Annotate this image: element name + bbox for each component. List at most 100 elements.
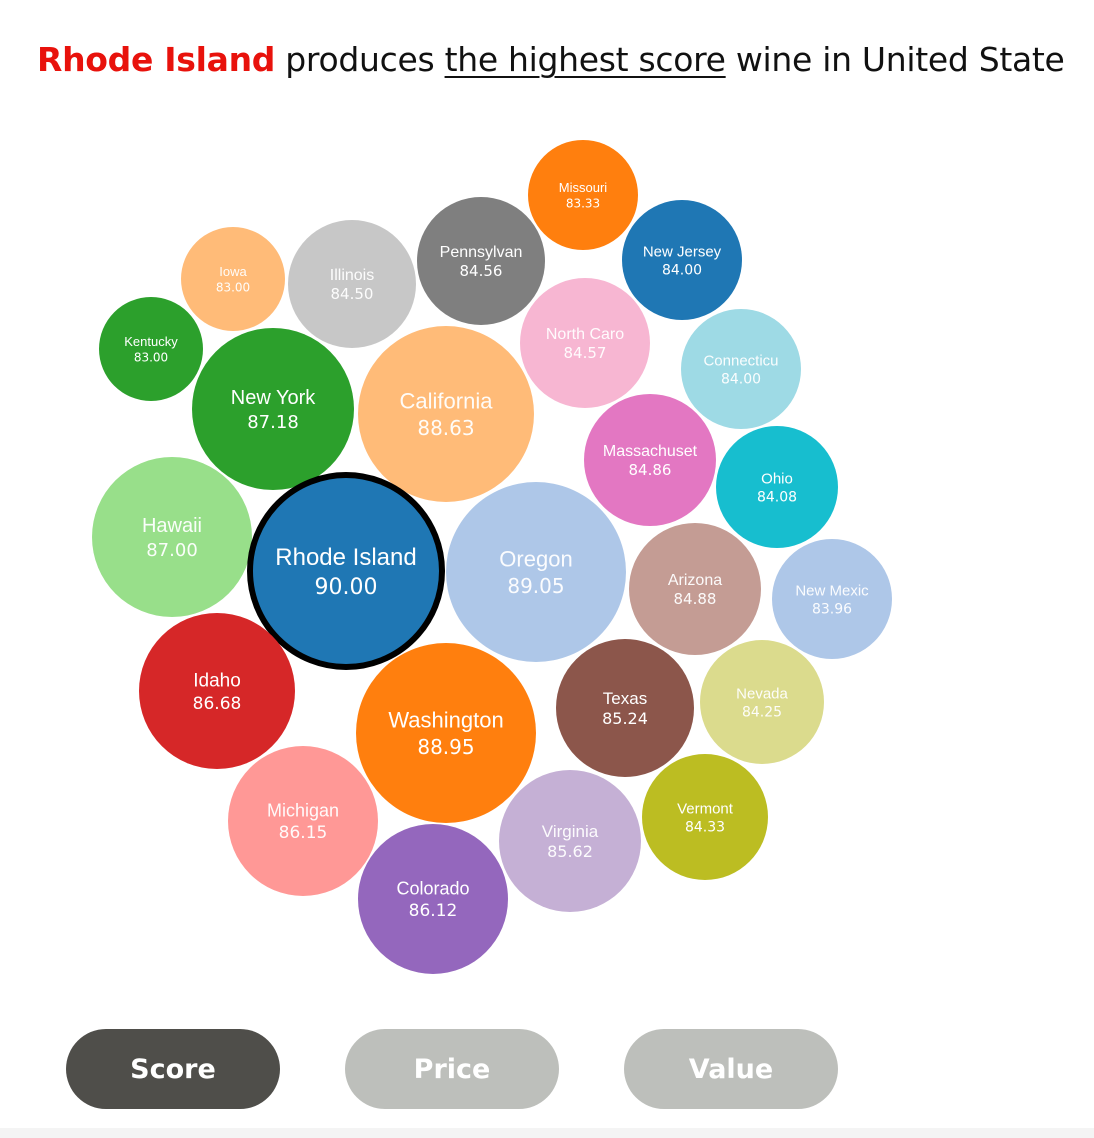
bubble-circle-hawaii — [92, 457, 252, 617]
bubble-label-california: California — [400, 389, 494, 414]
bubble-circle-new-jersey — [622, 200, 742, 320]
bubble-circle-california — [358, 326, 534, 502]
bubble-value-michigan: 86.15 — [279, 823, 328, 843]
bubble-value-arizona: 84.88 — [674, 590, 717, 608]
bubble-label-colorado: Colorado — [396, 879, 469, 899]
bubble-value-ohio: 84.08 — [757, 489, 797, 505]
bubble-value-iowa: 83.00 — [216, 280, 250, 294]
headline: Rhode Island produces the highest score … — [37, 40, 1065, 79]
bubble-circle-north-caro — [520, 278, 650, 408]
bubble-idaho[interactable]: Idaho 86.68 — [139, 613, 295, 769]
bubble-value-vermont: 84.33 — [685, 819, 725, 835]
bubble-label-new-jersey: New Jersey — [643, 243, 722, 260]
bubble-ohio[interactable]: Ohio 84.08 — [716, 426, 838, 548]
bubble-label-virginia: Virginia — [542, 822, 599, 841]
tab-value[interactable]: Value — [624, 1029, 838, 1109]
bubble-label-kentucky: Kentucky — [124, 334, 178, 349]
bubble-circle-massachuset — [584, 394, 716, 526]
bubble-connecticu[interactable]: Connecticu 84.00 — [681, 309, 801, 429]
headline-text-1: produces — [275, 40, 445, 79]
tab-price[interactable]: Price — [345, 1029, 559, 1109]
bubble-circle-rhode-island — [247, 472, 445, 670]
bubble-label-michigan: Michigan — [267, 801, 339, 821]
bubble-value-rhode-island: 90.00 — [315, 575, 378, 600]
bubble-circle-kentucky — [99, 297, 203, 401]
bubble-circle-washington — [356, 643, 536, 823]
tab-value-label: Value — [688, 1053, 774, 1085]
bubble-value-colorado: 86.12 — [409, 901, 458, 921]
bubble-new-mexic[interactable]: New Mexic 83.96 — [772, 539, 892, 659]
bubble-value-north-caro: 84.57 — [564, 344, 607, 362]
bubble-label-pennsylvan: Pennsylvan — [440, 244, 523, 261]
bubble-new-york[interactable]: New York 87.18 — [192, 328, 354, 490]
bubble-circle-virginia — [499, 770, 641, 912]
bubble-circle-colorado — [358, 824, 508, 974]
bubble-circle-iowa — [181, 227, 285, 331]
bubble-label-massachuset: Massachuset — [603, 443, 698, 460]
bubble-new-jersey[interactable]: New Jersey 84.00 — [622, 200, 742, 320]
bubble-nevada[interactable]: Nevada 84.25 — [700, 640, 824, 764]
bubble-circle-new-york — [192, 328, 354, 490]
bubble-circle-vermont — [642, 754, 768, 880]
bubble-label-rhode-island: Rhode Island — [275, 544, 416, 571]
bubble-label-iowa: Iowa — [219, 264, 247, 279]
bubble-value-oregon: 89.05 — [507, 574, 564, 598]
bubble-value-illinois: 84.50 — [331, 285, 374, 303]
headline-highlight: Rhode Island — [37, 40, 276, 79]
bubble-label-illinois: Illinois — [330, 267, 374, 284]
bubble-circle-missouri — [528, 140, 638, 250]
bubble-value-new-jersey: 84.00 — [662, 262, 702, 278]
bubble-value-texas: 85.24 — [602, 709, 648, 728]
bubble-value-kentucky: 83.00 — [134, 350, 168, 364]
bubble-label-new-mexic: New Mexic — [795, 582, 869, 599]
bubble-label-oregon: Oregon — [499, 547, 572, 572]
bubble-value-pennsylvan: 84.56 — [460, 262, 503, 280]
bubble-value-missouri: 83.33 — [566, 196, 600, 210]
bubble-hawaii[interactable]: Hawaii 87.00 — [92, 457, 252, 617]
bubble-circle-michigan — [228, 746, 378, 896]
bubble-label-connecticu: Connecticu — [703, 352, 778, 369]
bubble-label-texas: Texas — [603, 689, 647, 708]
bubble-circle-illinois — [288, 220, 416, 348]
bubble-label-north-caro: North Caro — [546, 326, 624, 343]
bubble-value-virginia: 85.62 — [547, 842, 593, 861]
bubble-value-california: 88.63 — [417, 416, 474, 440]
bubble-label-nevada: Nevada — [736, 685, 788, 702]
bubble-label-missouri: Missouri — [559, 180, 608, 195]
tab-score-label: Score — [130, 1053, 216, 1085]
bubble-value-new-york: 87.18 — [247, 412, 299, 433]
bubble-value-idaho: 86.68 — [193, 694, 242, 714]
bubble-circle-nevada — [700, 640, 824, 764]
bubble-value-washington: 88.95 — [417, 735, 474, 759]
footer-strip — [0, 1128, 1094, 1138]
bubble-vermont[interactable]: Vermont 84.33 — [642, 754, 768, 880]
bubble-circle-connecticu — [681, 309, 801, 429]
bubble-value-new-mexic: 83.96 — [812, 601, 852, 617]
bubble-circle-texas — [556, 639, 694, 777]
bubble-label-hawaii: Hawaii — [142, 515, 202, 537]
bubble-rhode-island[interactable]: Rhode Island 90.00 — [247, 472, 445, 670]
bubble-circle-oregon — [446, 482, 626, 662]
tab-score[interactable]: Score — [66, 1029, 280, 1109]
bubble-value-nevada: 84.25 — [742, 704, 782, 720]
bubble-value-connecticu: 84.00 — [721, 371, 761, 387]
bubble-circle-pennsylvan — [417, 197, 545, 325]
headline-underlined-text: the highest score — [444, 40, 726, 79]
bubble-label-vermont: Vermont — [677, 800, 734, 817]
